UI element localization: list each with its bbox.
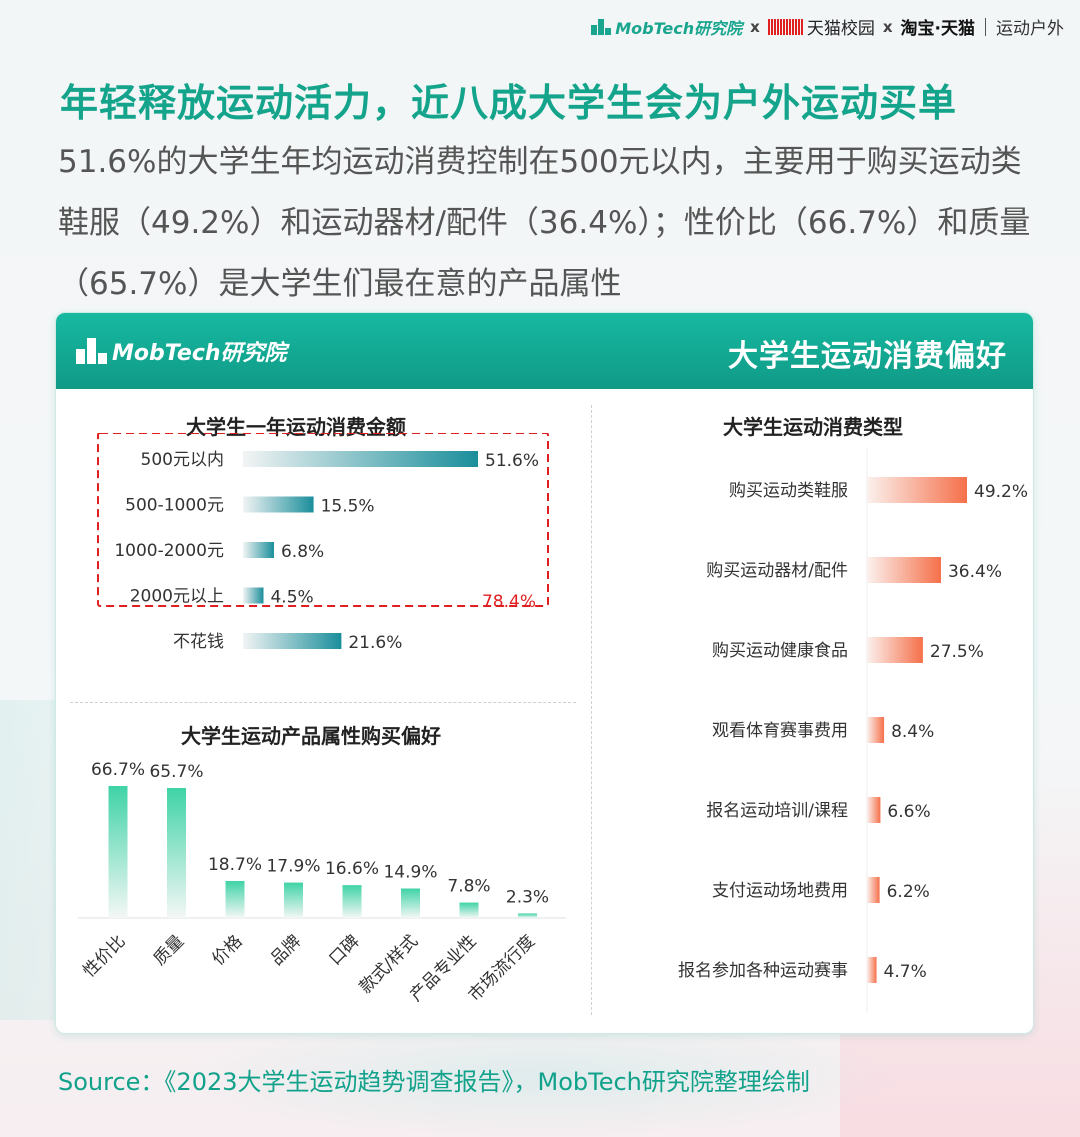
card-logo-text: MobTech研究院 (112, 341, 287, 366)
category-label: 购买运动器材/配件 (706, 561, 848, 581)
bar-3 (284, 882, 303, 918)
mobtech-logo: MobTech研究院 (591, 15, 742, 39)
page-title: 年轻释放运动活力，近八成大学生会为户外运动买单 (60, 81, 958, 125)
card-header: MobTech研究院 大学生运动消费偏好 (56, 313, 1033, 389)
category-label: 购买运动类鞋服 (729, 481, 848, 501)
category-label: 500元以内 (141, 450, 224, 470)
category-label: 不花钱 (173, 632, 224, 652)
bar-4 (243, 633, 342, 649)
background-decoration-bottom (180, 1017, 900, 1137)
tmall-bars-icon (767, 18, 803, 35)
value-label: 21.6% (348, 633, 402, 653)
bar-1 (167, 787, 186, 918)
mobtech-logo-icon (591, 18, 612, 35)
category-label: 支付运动场地费用 (712, 881, 848, 901)
value-label: 4.5% (270, 588, 313, 608)
category-label: 报名运动培训/课程 (706, 801, 848, 821)
source-note: Source：《2023大学生运动趋势调查报告》，MobTech研究院整理绘制 (58, 1068, 810, 1096)
taobao-tmall-logo: 淘宝·天猫 (900, 19, 975, 39)
chart-spending-type: 购买运动类鞋服 49.2% 购买运动器材/配件 36.4% 购买运动健康食品 27.5% 观… (678, 448, 1028, 1013)
category-label: 2000元以上 (130, 587, 224, 607)
value-label: 18.7% (208, 855, 262, 875)
bar-2 (243, 542, 274, 558)
value-label: 49.2% (974, 482, 1028, 502)
value-label: 6.2% (887, 882, 930, 902)
category-label: 1000-2000元 (114, 541, 224, 561)
chart-product-attributes: 66.7% 性价比 65.7% 质量 18.7% 价格 17.9% 品牌 16.6% 口碑 14.9… (78, 760, 566, 1006)
separator-x: x (750, 17, 760, 36)
partner-logo-bar: MobTech研究院 x 天猫校园 x 淘宝·天猫 运动户外 (591, 14, 1064, 39)
value-label: 51.6% (485, 451, 539, 471)
category-label: 价格 (208, 931, 246, 969)
value-label: 6.6% (887, 802, 930, 822)
value-label: 17.9% (266, 857, 320, 877)
separator-x: x (882, 17, 893, 36)
value-label: 27.5% (930, 642, 984, 662)
bar-0 (243, 451, 478, 467)
chart-title-product-attributes: 大学生运动产品属性购买偏好 (181, 724, 441, 748)
value-label: 15.5% (321, 497, 375, 517)
category-label: 500-1000元 (125, 496, 224, 516)
bar-6 (867, 957, 877, 983)
highlight-box (97, 433, 549, 607)
page-subtitle: 51.6%的大学生年均运动消费控制在500元以内，主要用于购买运动类鞋服（49.… (58, 144, 1031, 302)
tmall-campus-logo: 天猫校园 (767, 14, 875, 39)
value-label: 14.9% (383, 863, 437, 883)
horizontal-divider (70, 702, 576, 703)
bar-1 (867, 557, 941, 583)
bar-1 (243, 496, 314, 513)
mobtech-logo-text: MobTech研究院 (615, 18, 743, 38)
outdoor-sports-text: 运动户外 (996, 19, 1064, 39)
value-label: 16.6% (325, 859, 379, 879)
card-title: 大学生运动消费偏好 (728, 339, 1007, 374)
category-label: 报名参加各种运动赛事 (678, 960, 848, 981)
value-label: 2.3% (506, 887, 549, 907)
category-label: 口碑 (325, 931, 363, 969)
value-label: 4.7% (884, 962, 927, 982)
chart-card: MobTech研究院 大学生运动消费偏好 大学生一年运动消费金额 大学生运动产品… (55, 312, 1034, 1034)
bar-3 (867, 717, 885, 743)
bar-4 (867, 797, 881, 823)
category-label: 品牌 (267, 931, 305, 969)
highlight-total-label: 78.4% (482, 592, 536, 612)
category-label: 质量 (150, 931, 188, 969)
logo-divider (985, 17, 986, 36)
tmall-campus-text: 天猫校园 (806, 19, 875, 39)
bar-0 (108, 786, 128, 918)
category-label: 购买运动健康食品 (712, 641, 848, 661)
value-label: 36.4% (948, 562, 1002, 582)
category-label: 观看体育赛事费用 (712, 720, 848, 741)
bar-4 (342, 885, 362, 918)
value-label: 7.8% (447, 877, 490, 897)
vertical-divider (591, 405, 592, 1015)
chart-spending-amount: 500元以内 51.6% 500-1000元 15.5% 1000-2000元 6.8% 2… (97, 433, 549, 653)
bar-2 (867, 637, 923, 663)
bar-5 (867, 877, 880, 903)
bar-3 (243, 587, 264, 604)
category-label: 性价比 (79, 931, 129, 981)
bar-5 (401, 888, 420, 918)
bar-6 (459, 902, 479, 918)
bar-2 (225, 880, 245, 918)
chart-title-spending-type: 大学生运动消费类型 (723, 415, 903, 439)
bar-7 (518, 913, 537, 918)
value-label: 65.7% (149, 762, 203, 782)
value-label: 8.4% (891, 722, 934, 742)
bar-0 (867, 477, 967, 503)
mobtech-logo-icon (76, 338, 108, 364)
value-label: 66.7% (91, 760, 145, 780)
chart-title-spending-amount: 大学生一年运动消费金额 (186, 415, 406, 439)
card-logo: MobTech研究院 (76, 335, 287, 367)
value-label: 6.8% (281, 542, 324, 562)
